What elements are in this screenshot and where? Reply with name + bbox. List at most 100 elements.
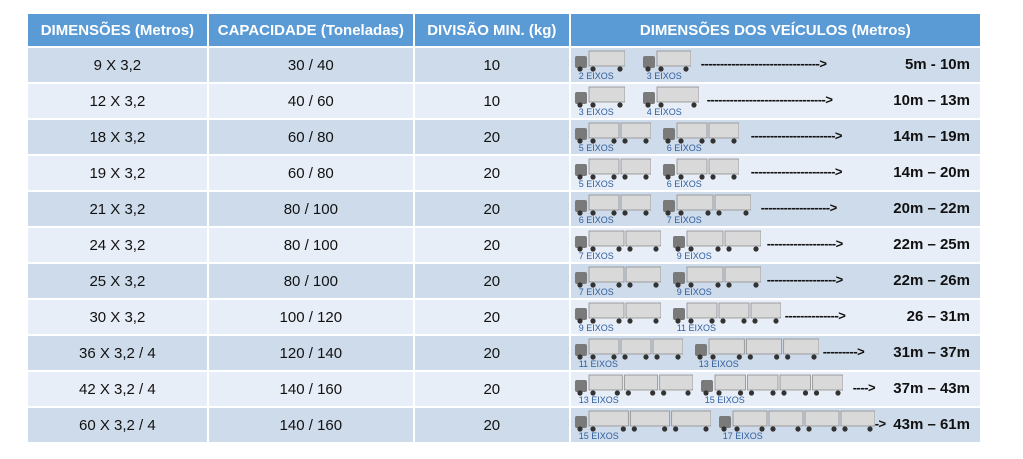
vehicle-dimensions-table: DIMENSÕES (Metros) CAPACIDADE (Toneladas…: [26, 12, 983, 444]
truck-icon: [662, 122, 739, 144]
table-row: 36 X 3,2 / 4 120 / 140 20 11 EIXOS 13 EIXOS -…: [26, 334, 983, 372]
truck-icon: [700, 374, 843, 396]
eixos-label: 15 EIXOS: [578, 431, 619, 441]
cell-capacidade: 60 / 80: [206, 118, 415, 156]
cell-dimensoes: 60 X 3,2 / 4: [26, 406, 209, 444]
cell-veiculos: 3 EIXOS 4 EIXOS --------------------------…: [568, 82, 983, 120]
cell-dimensoes: 9 X 3,2: [26, 46, 209, 84]
length-range: 22m – 26m: [893, 272, 970, 289]
table-row: 18 X 3,2 60 / 80 20 5 EIXOS 6 EIXOS ---------…: [26, 118, 983, 156]
vehicle-b: 6 EIXOS: [662, 158, 739, 189]
eixos-label: 17 EIXOS: [722, 431, 763, 441]
truck-icon: [672, 230, 761, 252]
vehicle-b: 3 EIXOS: [642, 50, 691, 81]
cell-capacidade: 140 / 160: [206, 370, 415, 408]
eixos-label: 9 EIXOS: [676, 251, 712, 261]
cell-capacidade: 100 / 120: [206, 298, 415, 336]
eixos-label: 9 EIXOS: [676, 287, 712, 297]
vehicle-b: 17 EIXOS: [718, 410, 875, 441]
arrow-dashes: ---------------------->: [750, 128, 843, 143]
length-range: 20m – 22m: [893, 200, 970, 217]
length-range: 31m – 37m: [893, 344, 970, 361]
length-range: 43m – 61m: [893, 416, 970, 433]
truck-icon: [574, 86, 625, 108]
eixos-label: 6 EIXOS: [666, 179, 702, 189]
truck-icon: [642, 86, 699, 108]
arrow-dashes: -------------->: [784, 308, 846, 323]
cell-capacidade: 140 / 160: [206, 406, 415, 444]
cell-veiculos: 6 EIXOS 7 EIXOS ------------------> 20m – 2…: [568, 190, 983, 228]
truck-icon: [672, 266, 761, 288]
table-header-row: DIMENSÕES (Metros) CAPACIDADE (Toneladas…: [26, 12, 983, 48]
eixos-label: 11 EIXOS: [578, 359, 619, 369]
cell-dimensoes: 21 X 3,2: [26, 190, 209, 228]
cell-capacidade: 80 / 100: [206, 262, 415, 300]
cell-divisao: 20: [412, 298, 571, 336]
vehicle-a: 11 EIXOS: [574, 338, 683, 369]
cell-capacidade: 40 / 60: [206, 82, 415, 120]
truck-icon: [718, 410, 875, 432]
arrow-dashes: ------------------------------->: [706, 92, 833, 107]
cell-veiculos: 13 EIXOS 15 EIXOS ----> 37m – 43m: [568, 370, 983, 408]
cell-divisao: 10: [412, 46, 571, 84]
length-range: 5m - 10m: [904, 56, 970, 73]
cell-divisao: 10: [412, 82, 571, 120]
arrow-dashes: ------------------>: [766, 272, 844, 287]
truck-icon: [662, 158, 739, 180]
truck-icon: [574, 194, 651, 216]
cell-capacidade: 60 / 80: [206, 154, 415, 192]
truck-icon: [574, 50, 625, 72]
header-dimensoes: DIMENSÕES (Metros): [26, 12, 209, 48]
cell-dimensoes: 18 X 3,2: [26, 118, 209, 156]
cell-divisao: 20: [412, 262, 571, 300]
table-row: 30 X 3,2 100 / 120 20 9 EIXOS 11 EIXOS ------…: [26, 298, 983, 336]
table-row: 60 X 3,2 / 4 140 / 160 20 15 EIXOS 17 EIXOS -…: [26, 406, 983, 444]
eixos-label: 11 EIXOS: [676, 323, 717, 333]
cell-dimensoes: 30 X 3,2: [26, 298, 209, 336]
truck-icon: [642, 50, 691, 72]
vehicle-b: 6 EIXOS: [662, 122, 739, 153]
eixos-label: 5 EIXOS: [578, 179, 614, 189]
vehicle-b: 4 EIXOS: [642, 86, 699, 117]
length-range: 26 – 31m: [906, 308, 970, 325]
cell-divisao: 20: [412, 154, 571, 192]
cell-divisao: 20: [412, 334, 571, 372]
vehicle-b: 9 EIXOS: [672, 230, 761, 261]
vehicle-a: 9 EIXOS: [574, 302, 661, 333]
length-range: 22m – 25m: [893, 236, 970, 253]
eixos-label: 4 EIXOS: [646, 107, 682, 117]
length-range: 14m – 20m: [893, 164, 970, 181]
vehicle-a: 13 EIXOS: [574, 374, 693, 405]
eixos-label: 7 EIXOS: [578, 287, 614, 297]
truck-icon: [672, 302, 781, 324]
truck-icon: [694, 338, 819, 360]
truck-icon: [574, 338, 683, 360]
eixos-label: 7 EIXOS: [666, 215, 702, 225]
cell-dimensoes: 19 X 3,2: [26, 154, 209, 192]
table-row: 25 X 3,2 80 / 100 20 7 EIXOS 9 EIXOS --------…: [26, 262, 983, 300]
table-row: 24 X 3,2 80 / 100 20 7 EIXOS 9 EIXOS --------…: [26, 226, 983, 264]
arrow-dashes: ---->: [852, 380, 876, 395]
vehicle-a: 7 EIXOS: [574, 230, 661, 261]
cell-veiculos: 5 EIXOS 6 EIXOS ----------------------> 14m…: [568, 154, 983, 192]
cell-veiculos: 7 EIXOS 9 EIXOS ------------------> 22m – 2…: [568, 262, 983, 300]
cell-veiculos: 9 EIXOS 11 EIXOS --------------> 26 – 31m: [568, 298, 983, 336]
eixos-label: 6 EIXOS: [578, 215, 614, 225]
truck-icon: [574, 230, 661, 252]
eixos-label: 3 EIXOS: [578, 107, 614, 117]
length-range: 14m – 19m: [893, 128, 970, 145]
length-range: 37m – 43m: [893, 380, 970, 397]
table-row: 42 X 3,2 / 4 140 / 160 20 13 EIXOS 15 EIXOS -…: [26, 370, 983, 408]
vehicle-b: 7 EIXOS: [662, 194, 751, 225]
arrow-dashes: ---------------------->: [750, 164, 843, 179]
truck-icon: [574, 122, 651, 144]
truck-icon: [662, 194, 751, 216]
eixos-label: 15 EIXOS: [704, 395, 745, 405]
vehicle-b: 11 EIXOS: [672, 302, 781, 333]
table-row: 19 X 3,2 60 / 80 20 5 EIXOS 6 EIXOS ---------…: [26, 154, 983, 192]
vehicle-a: 3 EIXOS: [574, 86, 625, 117]
table-row: 12 X 3,2 40 / 60 10 3 EIXOS 4 EIXOS ---------…: [26, 82, 983, 120]
eixos-label: 3 EIXOS: [646, 71, 682, 81]
vehicle-a: 2 EIXOS: [574, 50, 625, 81]
truck-icon: [574, 410, 711, 432]
